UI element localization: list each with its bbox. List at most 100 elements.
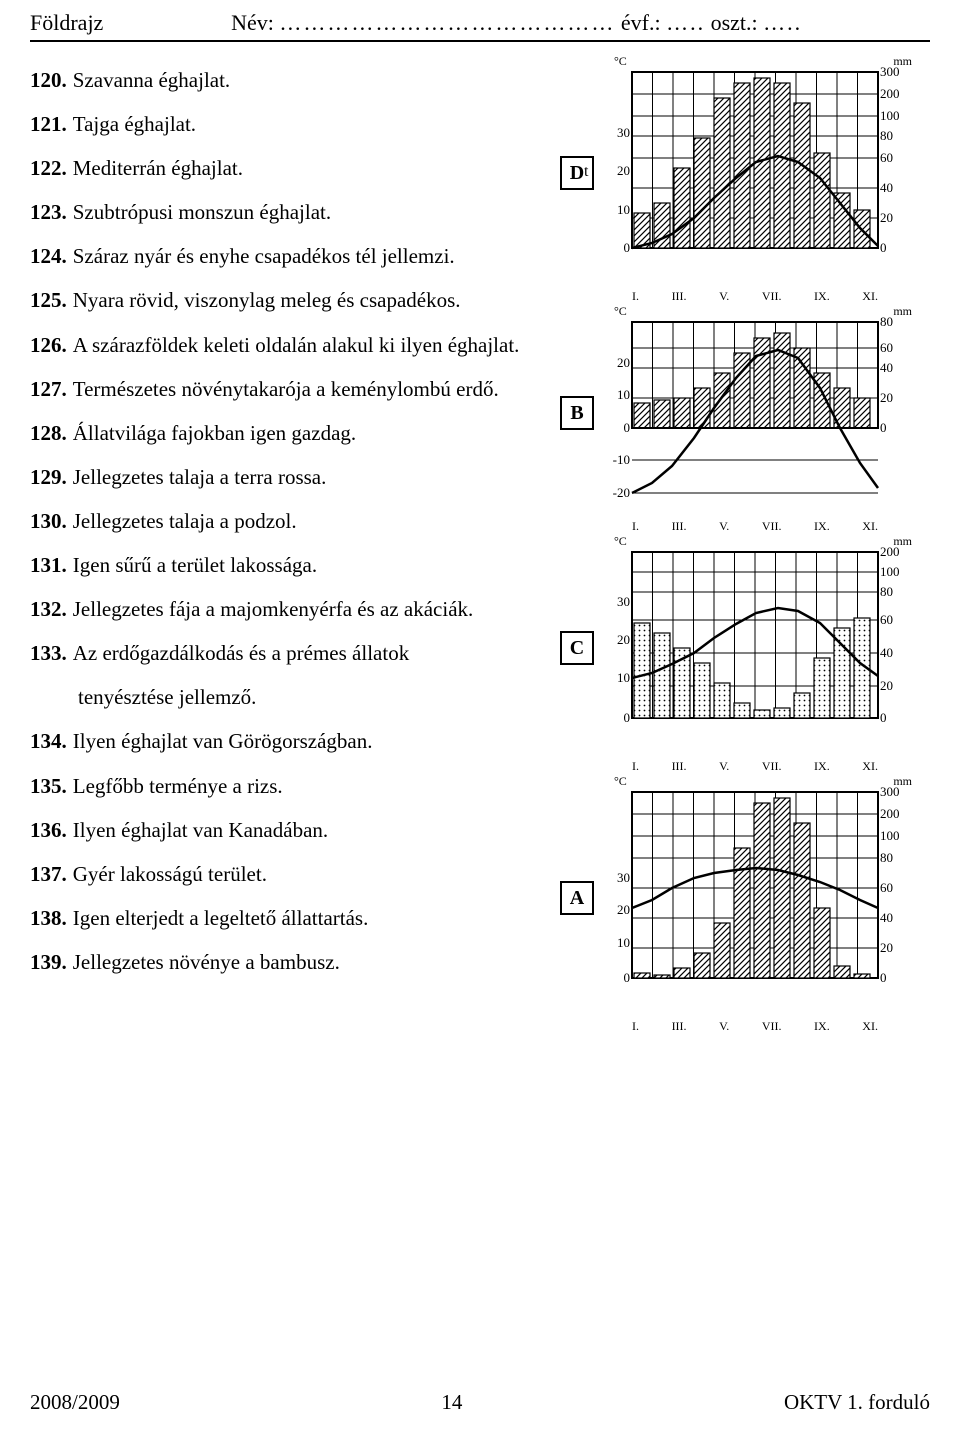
y-right-tick: 40 (880, 646, 912, 659)
month-label: IX. (814, 759, 830, 774)
y-left-tick: 20 (602, 356, 630, 369)
name-field-block: Név: …………………………………… évf.: ….. oszt.: ….. (103, 10, 930, 36)
question-number: 120. (30, 58, 67, 102)
question-text: Szubtrópusi monszun éghajlat. (73, 190, 331, 234)
month-label: I. (632, 1019, 639, 1034)
y-left-tick: 30 (602, 126, 630, 139)
chart-svg (602, 778, 912, 1002)
month-label: V. (719, 1019, 729, 1034)
question-item: 138.Igen elterjedt a legeltető állattart… (30, 896, 550, 940)
month-label: III. (672, 759, 687, 774)
subject-label: Földrajz (30, 10, 103, 36)
y-left-tick: 30 (602, 871, 630, 884)
month-label: I. (632, 759, 639, 774)
question-item: 120.Szavanna éghajlat. (30, 58, 550, 102)
question-list: 120.Szavanna éghajlat.121.Tajga éghajlat… (30, 58, 550, 1038)
question-item: 132.Jellegzetes fája a majomkenyérfa és … (30, 587, 550, 631)
y-left-tick: 30 (602, 595, 630, 608)
y-right-tick: 0 (880, 421, 912, 434)
oszt-dots: ….. (763, 10, 802, 35)
climate-chart-plot: °Cmm3020100200100806040200I.III.V.VII.IX… (602, 538, 912, 758)
y-right-tick: 20 (880, 391, 912, 404)
question-text: Jellegzetes talaja a podzol. (73, 499, 297, 543)
month-label: VII. (762, 759, 782, 774)
y-left-tick: 10 (602, 388, 630, 401)
month-label: VII. (762, 519, 782, 534)
y-left-tick: 20 (602, 633, 630, 646)
y-right-tick: 40 (880, 181, 912, 194)
worksheet-header: Földrajz Név: …………………………………… évf.: ….. o… (30, 10, 930, 42)
question-text: Ilyen éghajlat van Kanadában. (73, 808, 328, 852)
question-item: 135.Legfőbb terménye a rizs. (30, 764, 550, 808)
y-right-tick: 60 (880, 613, 912, 626)
chart-svg (602, 58, 912, 272)
question-number: 138. (30, 896, 67, 940)
month-label: XI. (862, 289, 878, 304)
question-number: 124. (30, 234, 67, 278)
page-footer: 2008/2009 14 OKTV 1. forduló (30, 1390, 930, 1415)
question-item: 128.Állatvilága fajokban igen gazdag. (30, 411, 550, 455)
y-right-tick: 80 (880, 129, 912, 142)
month-label: VII. (762, 289, 782, 304)
y-right-tick: 60 (880, 341, 912, 354)
question-item: 122.Mediterrán éghajlat. (30, 146, 550, 190)
climate-chart-plot: °Cmm20100-10-20806040200I.III.V.VII.IX.X… (602, 308, 912, 518)
question-number: 131. (30, 543, 67, 587)
y-right-tick: 20 (880, 679, 912, 692)
climate-chart-C: C°Cmm3020100200100806040200I.III.V.VII.I… (560, 538, 930, 758)
axis-unit-celsius: °C (614, 54, 627, 69)
question-item: 130.Jellegzetes talaja a podzol. (30, 499, 550, 543)
oszt-label: oszt.: (711, 10, 758, 35)
question-number: 133. (30, 631, 67, 675)
y-left-tick: 0 (602, 711, 630, 724)
question-text: Ilyen éghajlat van Görögországban. (73, 719, 373, 763)
month-label: XI. (862, 1019, 878, 1034)
question-number: 129. (30, 455, 67, 499)
question-item: 123.Szubtrópusi monszun éghajlat. (30, 190, 550, 234)
axis-unit-celsius: °C (614, 534, 627, 549)
y-left-tick: 10 (602, 936, 630, 949)
month-label: IX. (814, 289, 830, 304)
month-label: XI. (862, 759, 878, 774)
month-label: III. (672, 289, 687, 304)
climate-chart-A: A°Cmm3020100300200100806040200I.III.V.VI… (560, 778, 930, 1018)
y-left-tick: 0 (602, 421, 630, 434)
question-item: 139.Jellegzetes növénye a bambusz. (30, 940, 550, 984)
y-right-tick: 0 (880, 971, 912, 984)
nev-label: Név: (231, 10, 274, 35)
question-text: Igen sűrű a terület lakossága. (73, 543, 317, 587)
question-item: 124.Száraz nyár és enyhe csapadékos tél … (30, 234, 550, 278)
evf-dots: ….. (666, 10, 705, 35)
month-label: XI. (862, 519, 878, 534)
y-right-tick: 0 (880, 711, 912, 724)
question-item-cont: tenyésztése jellemző. (30, 675, 550, 719)
evf-label: évf.: (621, 10, 661, 35)
chart-label-box: C (560, 631, 594, 665)
climate-chart-D: D°Cmmt3020100300200100806040200I.III.V.V… (560, 58, 930, 288)
x-axis-months: I.III.V.VII.IX.XI. (632, 289, 878, 304)
question-number: 136. (30, 808, 67, 852)
month-label: III. (672, 519, 687, 534)
question-text: Tajga éghajlat. (73, 102, 196, 146)
climate-charts-column: D°Cmmt3020100300200100806040200I.III.V.V… (550, 58, 930, 1038)
month-label: IX. (814, 1019, 830, 1034)
y-right-tick: 60 (880, 151, 912, 164)
question-item: 129.Jellegzetes talaja a terra rossa. (30, 455, 550, 499)
y-right-tick: 20 (880, 211, 912, 224)
question-text: Száraz nyár és enyhe csapadékos tél jell… (73, 234, 455, 278)
question-number: 139. (30, 940, 67, 984)
question-number: 123. (30, 190, 67, 234)
question-number: 126. (30, 323, 67, 367)
y-right-tick: 0 (880, 241, 912, 254)
question-item: 126.A szárazföldek keleti oldalán alakul… (30, 323, 550, 367)
question-text: A szárazföldek keleti oldalán alakul ki … (73, 323, 520, 367)
question-number: 135. (30, 764, 67, 808)
question-text: Nyara rövid, viszonylag meleg és csapadé… (73, 278, 461, 322)
question-item: 137.Gyér lakosságú terület. (30, 852, 550, 896)
chart-label-box: D (560, 156, 594, 190)
y-right-tick: 80 (880, 585, 912, 598)
chart-label-box: A (560, 881, 594, 915)
y-left-tick: -10 (602, 453, 630, 466)
question-item: 134.Ilyen éghajlat van Görögországban. (30, 719, 550, 763)
y-right-tick: 100 (880, 829, 912, 842)
